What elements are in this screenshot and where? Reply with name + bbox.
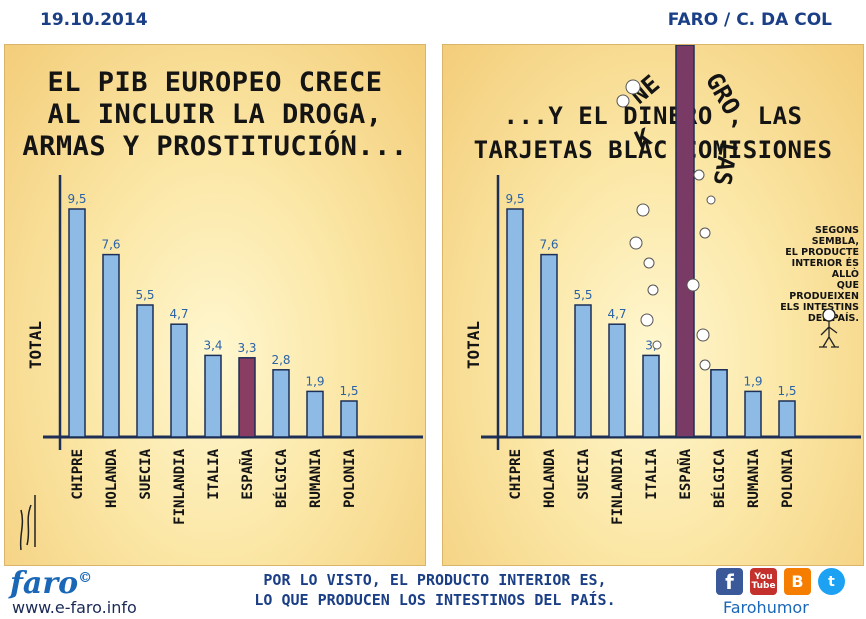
bar-5 [238, 357, 256, 438]
right-caption-line: TARJETAS BLAC COMISIONES [473, 136, 833, 164]
footer-caption-line: LO QUE PRODUCEN LOS INTESTINOS DEL PAÍS. [254, 591, 616, 609]
left-caption-line: ARMAS Y PROSTITUCIÓN... [22, 131, 408, 162]
category-label-1: HOLANDA [104, 448, 120, 508]
right-caption: ...Y EL DINERO , LAS TARJETAS BLAC COMIS… [443, 99, 863, 167]
right-caption-line: ...Y EL DINERO , LAS [503, 102, 803, 130]
right-bar-chart: TOTAL 9,5 CHIPRE 7,6 HOLANDA 5,5 SUECIA 4,7 FINL… [464, 45, 861, 525]
little-character-icon [819, 308, 839, 348]
bar-2 [574, 304, 592, 438]
faro-logo[interactable]: faro© [10, 566, 92, 601]
facebook-icon[interactable]: f [716, 568, 743, 595]
bar-2 [136, 304, 154, 438]
value-label-2: 5,5 [135, 288, 154, 302]
note-line: SEGONS SEMBLA, [811, 225, 859, 247]
faro-logo-text: faro [10, 566, 79, 601]
category-label-5: ESPAÑA [239, 448, 256, 499]
bar-8 [778, 400, 796, 438]
bar-1 [540, 253, 558, 438]
value-label-7: 1,9 [743, 374, 762, 388]
note-line: INTERIOR ÉS ALLÒ [791, 258, 859, 280]
blogger-icon[interactable]: B [784, 568, 811, 595]
bar-7 [744, 390, 762, 438]
farohumor-label[interactable]: Farohumor [723, 598, 809, 617]
value-label-8: 1,5 [339, 384, 358, 398]
value-label-4: 3,4 [203, 338, 222, 352]
category-label-6: BÉLGICA [711, 448, 728, 508]
value-label-8: 1,5 [777, 384, 796, 398]
bar-4 [642, 354, 660, 438]
value-label-0: 9,5 [67, 192, 86, 206]
category-label-8: POLONIA [342, 448, 358, 508]
y-axis-label: TOTAL [464, 321, 483, 369]
category-label-0: CHIPRE [508, 449, 524, 500]
note-line: EL PRODUCTE [785, 247, 859, 258]
value-label-1: 7,6 [539, 238, 558, 252]
category-label-4: ITALIA [206, 448, 222, 499]
category-label-3: FINLANDIA [172, 448, 188, 524]
category-label-0: CHIPRE [70, 449, 86, 500]
value-label-5: 3,3 [237, 341, 256, 355]
category-label-8: POLONIA [780, 448, 796, 508]
value-label-7: 1,9 [305, 374, 324, 388]
value-label-2: 5,5 [573, 288, 592, 302]
falling-words-layer: NE K GRO LAS [616, 68, 746, 371]
footer-caption: POR LO VISTO, EL PRODUCTO INTERIOR ES, L… [200, 570, 670, 610]
footer-url[interactable]: www.e-faro.info [12, 598, 137, 617]
footer-caption-line: POR LO VISTO, EL PRODUCTO INTERIOR ES, [263, 571, 607, 589]
category-label-4: ITALIA [644, 448, 660, 499]
note-line: ELS INTESTINS [780, 302, 859, 313]
bar-1 [102, 253, 120, 438]
note-line: QUE PRODUEIXEN [789, 280, 859, 302]
value-label-3: 4,7 [607, 307, 626, 321]
twitter-icon[interactable]: t [818, 568, 845, 595]
left-caption: EL PIB EUROPEO CRECE AL INCLUIR LA DROGA… [5, 67, 425, 163]
smoke-puffs-icon [616, 79, 716, 371]
value-label-6: 2,8 [271, 353, 290, 367]
bar-3 [170, 323, 188, 438]
category-label-2: SUECIA [138, 448, 154, 499]
value-label-4: 3, [645, 338, 656, 352]
category-label-2: SUECIA [576, 448, 592, 499]
bar-0 [506, 208, 524, 438]
value-label-3: 4,7 [169, 307, 188, 321]
artist-signature-icon [19, 495, 36, 551]
category-label-7: RUMANIA [746, 448, 762, 508]
youtube-icon-bottom: Tube [751, 580, 776, 591]
author-credit: FARO / C. DA COL [667, 10, 832, 30]
youtube-icon[interactable]: You Tube [750, 568, 777, 595]
category-label-6: BÉLGICA [273, 448, 290, 508]
date-label: 19.10.2014 [40, 10, 148, 30]
left-panel: EL PIB EUROPEO CRECE AL INCLUIR LA DROGA… [4, 44, 426, 566]
value-label-1: 7,6 [101, 238, 120, 252]
category-label-3: FINLANDIA [610, 448, 626, 524]
bar-7 [306, 390, 324, 438]
right-panel: ...Y EL DINERO , LAS TARJETAS BLAC COMIS… [442, 44, 864, 566]
copyright-mark: © [78, 570, 93, 586]
bar-0 [68, 208, 86, 438]
category-label-5: ESPAÑA [677, 448, 694, 499]
rising-column [675, 45, 695, 438]
bar-6 [272, 369, 290, 438]
y-axis-label: TOTAL [26, 321, 45, 369]
left-caption-line: AL INCLUIR LA DROGA, [47, 99, 383, 130]
bar-8 [340, 400, 358, 438]
bar-4 [204, 354, 222, 438]
value-label-0: 9,5 [505, 192, 524, 206]
youtube-icon-top: You [754, 571, 773, 582]
left-caption-line: EL PIB EUROPEO CRECE [47, 67, 383, 98]
left-bar-chart: TOTAL 9,5 CHIPRE 7,6 HOLANDA 5,5 SUECIA 4,7 FINL… [26, 175, 423, 525]
bar-3 [608, 323, 626, 438]
bar-belgica-shadow [710, 369, 728, 438]
category-label-7: RUMANIA [308, 448, 324, 508]
category-label-1: HOLANDA [542, 448, 558, 508]
